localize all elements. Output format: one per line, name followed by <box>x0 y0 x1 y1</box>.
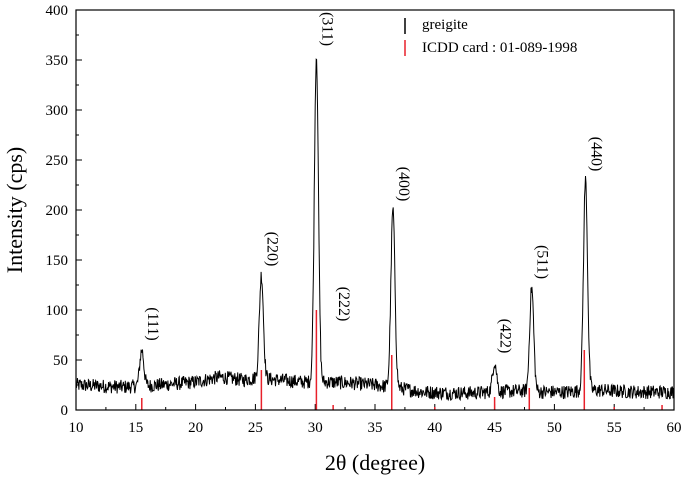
peak-labels: (111) (220) (311) (222) (400) (422) (511) (440) <box>144 12 605 353</box>
x-tick-label: 40 <box>427 420 442 436</box>
y-tick-label: 100 <box>46 303 69 319</box>
peak-label: (311) <box>318 12 335 46</box>
x-axis-title: 2θ (degree) <box>325 450 425 475</box>
x-tick-label: 20 <box>188 420 203 436</box>
y-tick-label: 150 <box>46 253 69 269</box>
peak-label: (111) <box>144 307 161 340</box>
y-tick-label: 350 <box>46 53 69 69</box>
x-tick-label: 45 <box>487 420 502 436</box>
x-tick-label: 60 <box>667 420 682 436</box>
y-tick-label: 400 <box>46 3 69 19</box>
peak-label: (422) <box>497 319 514 354</box>
y-tick-label: 0 <box>61 403 69 419</box>
y-tick-label: 50 <box>53 353 68 369</box>
plot-frame <box>75 9 675 411</box>
y-tick-label: 200 <box>46 203 69 219</box>
x-tick-label: 15 <box>128 420 143 436</box>
x-tick-label: 30 <box>308 420 323 436</box>
xrd-pattern-line <box>75 58 675 402</box>
y-axis-title: Intensity (cps) <box>2 147 27 273</box>
legend: greigite ICDD card : 01-089-1998 <box>404 17 577 56</box>
peak-label: (220) <box>263 232 280 267</box>
x-axis-ticks: 10 15 20 25 30 35 40 45 50 55 60 <box>69 404 682 436</box>
peak-label: (400) <box>395 167 412 202</box>
peak-label: (440) <box>588 137 605 172</box>
x-tick-label: 35 <box>368 420 383 436</box>
x-tick-label: 55 <box>607 420 622 436</box>
legend-label-icdd: ICDD card : 01-089-1998 <box>422 40 577 56</box>
y-tick-label: 300 <box>46 103 69 119</box>
x-tick-label: 10 <box>69 420 84 436</box>
x-tick-label: 50 <box>547 420 562 436</box>
reference-sticks <box>141 310 663 410</box>
y-tick-label: 250 <box>46 153 69 169</box>
x-tick-label: 25 <box>248 420 263 436</box>
legend-label-greigite: greigite <box>422 17 468 33</box>
peak-label: (222) <box>335 287 352 322</box>
peak-label: (511) <box>534 245 551 279</box>
